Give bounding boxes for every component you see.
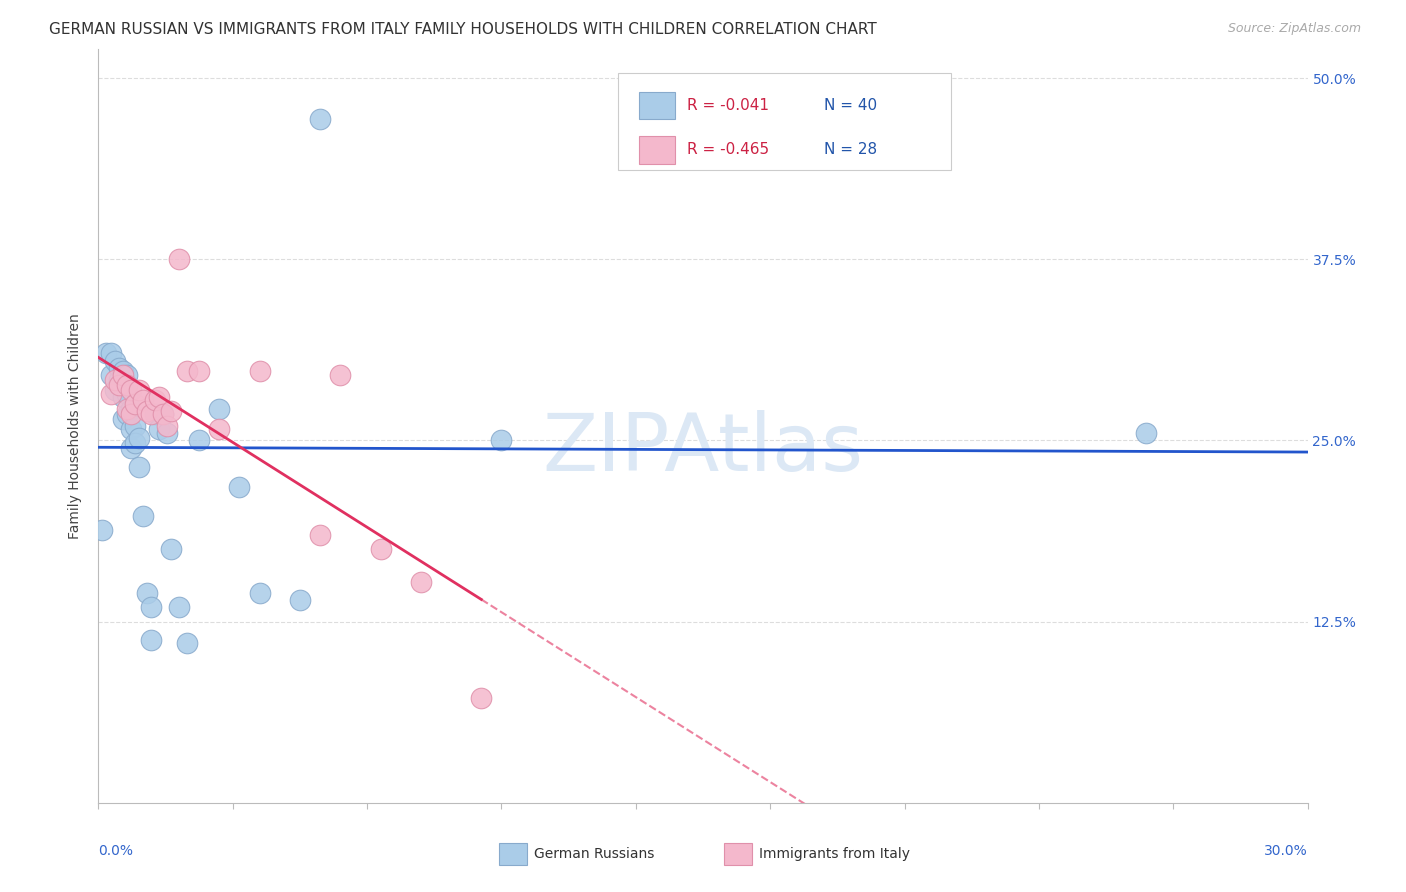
Point bbox=[309, 527, 332, 541]
Y-axis label: Family Households with Children: Family Households with Children bbox=[69, 313, 83, 539]
FancyBboxPatch shape bbox=[638, 92, 675, 120]
Point bbox=[208, 401, 231, 416]
Point bbox=[115, 378, 138, 392]
Point bbox=[115, 387, 138, 401]
Point bbox=[143, 407, 166, 422]
Point bbox=[120, 441, 142, 455]
Point bbox=[309, 112, 332, 126]
Point bbox=[148, 390, 170, 404]
Point bbox=[111, 368, 134, 383]
Point bbox=[249, 364, 271, 378]
Text: ZIPAtlas: ZIPAtlas bbox=[543, 409, 863, 488]
Point bbox=[124, 436, 146, 450]
Point bbox=[156, 419, 179, 434]
Point bbox=[288, 592, 311, 607]
Point bbox=[100, 346, 122, 360]
Point bbox=[167, 600, 190, 615]
Point bbox=[100, 368, 122, 383]
Point bbox=[156, 426, 179, 441]
Point bbox=[103, 353, 125, 368]
Text: 0.0%: 0.0% bbox=[98, 844, 134, 858]
Text: Immigrants from Italy: Immigrants from Italy bbox=[759, 847, 910, 861]
Point bbox=[115, 407, 138, 422]
Point bbox=[132, 508, 155, 523]
Point bbox=[152, 407, 174, 422]
Text: N = 28: N = 28 bbox=[824, 143, 877, 157]
Text: Source: ZipAtlas.com: Source: ZipAtlas.com bbox=[1227, 22, 1361, 36]
Point bbox=[120, 407, 142, 422]
FancyBboxPatch shape bbox=[619, 73, 950, 169]
Point bbox=[103, 373, 125, 387]
Point bbox=[160, 404, 183, 418]
Point bbox=[120, 422, 142, 436]
Point bbox=[120, 401, 142, 416]
Point bbox=[139, 600, 162, 615]
Point bbox=[470, 691, 492, 706]
Point bbox=[188, 364, 211, 378]
Point bbox=[160, 542, 183, 557]
Point bbox=[103, 383, 125, 397]
FancyBboxPatch shape bbox=[638, 136, 675, 163]
Point bbox=[107, 361, 129, 376]
Point bbox=[124, 419, 146, 434]
Point bbox=[1135, 426, 1157, 441]
Point bbox=[111, 390, 134, 404]
Text: 30.0%: 30.0% bbox=[1264, 844, 1308, 858]
Point bbox=[249, 585, 271, 599]
Point bbox=[96, 346, 118, 360]
Point bbox=[128, 431, 150, 445]
Point bbox=[167, 252, 190, 267]
Point bbox=[128, 459, 150, 474]
Point bbox=[100, 387, 122, 401]
Text: R = -0.465: R = -0.465 bbox=[688, 143, 769, 157]
Point bbox=[111, 411, 134, 425]
Point bbox=[148, 422, 170, 436]
Point bbox=[409, 575, 432, 590]
Point bbox=[143, 392, 166, 407]
Text: R = -0.041: R = -0.041 bbox=[688, 98, 769, 113]
Point bbox=[208, 422, 231, 436]
Point bbox=[91, 523, 114, 537]
Point bbox=[111, 364, 134, 378]
Point bbox=[107, 373, 129, 387]
Text: N = 40: N = 40 bbox=[824, 98, 877, 113]
Point bbox=[176, 636, 198, 650]
Point bbox=[370, 542, 392, 557]
Point bbox=[329, 368, 352, 383]
Text: GERMAN RUSSIAN VS IMMIGRANTS FROM ITALY FAMILY HOUSEHOLDS WITH CHILDREN CORRELAT: GERMAN RUSSIAN VS IMMIGRANTS FROM ITALY … bbox=[49, 22, 877, 37]
Point bbox=[139, 633, 162, 648]
Point bbox=[115, 401, 138, 416]
Point bbox=[120, 383, 142, 397]
Point bbox=[107, 378, 129, 392]
Point bbox=[176, 364, 198, 378]
Point bbox=[135, 585, 157, 599]
Point bbox=[115, 368, 138, 383]
Point bbox=[124, 397, 146, 411]
Point bbox=[188, 434, 211, 448]
Point bbox=[132, 392, 155, 407]
Point bbox=[152, 407, 174, 422]
Text: German Russians: German Russians bbox=[534, 847, 655, 861]
Point bbox=[139, 407, 162, 422]
Point bbox=[128, 383, 150, 397]
Point bbox=[228, 480, 250, 494]
Point bbox=[135, 404, 157, 418]
Point bbox=[491, 434, 513, 448]
